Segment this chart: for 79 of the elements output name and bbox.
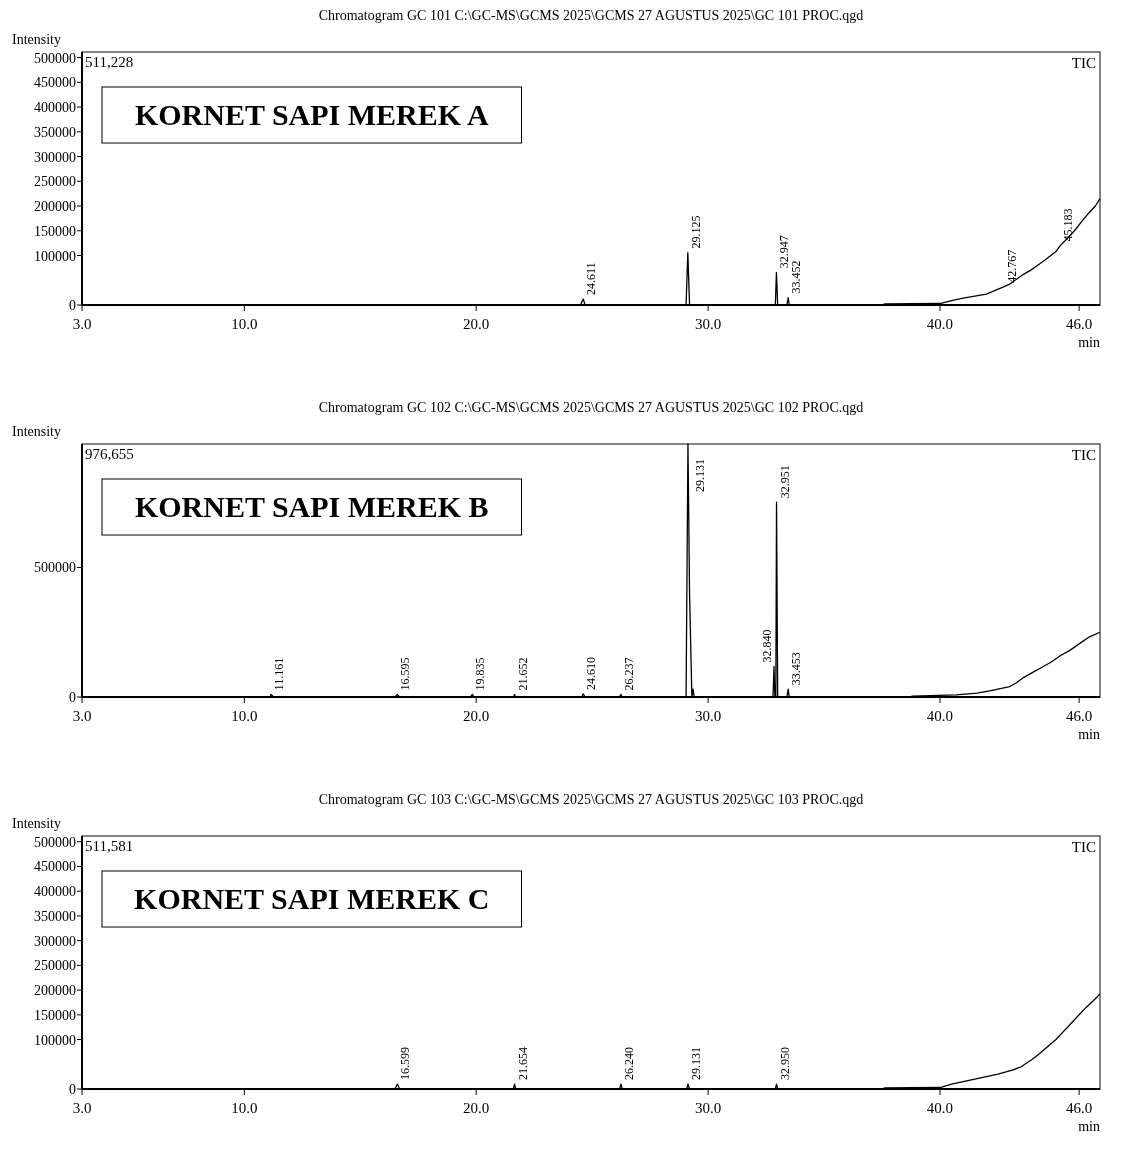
annotation: 511,581: [85, 838, 134, 854]
annotation: 21.654: [515, 1047, 530, 1081]
annotation: 511,228: [85, 54, 134, 70]
y-tick-label: 0: [69, 1082, 76, 1097]
y-tick-label: 250000: [34, 958, 76, 974]
y-tick-label: 0: [69, 690, 76, 705]
y-tick-label: 250000: [34, 174, 76, 190]
x-tick-label: 40.0: [926, 316, 954, 332]
annotation: 21.652: [515, 657, 530, 691]
x-axis-title: min: [1078, 1119, 1100, 1134]
x-axis-title: min: [1078, 335, 1100, 350]
x-tick-label: 46.0: [1066, 1100, 1093, 1116]
x-tick-label: 10.0: [231, 708, 258, 724]
x-tick-label: 46.0: [1066, 708, 1093, 724]
annotation: 42.767: [1005, 249, 1020, 283]
y-tick-label: 350000: [34, 908, 76, 924]
chart-title: Chromatogram GC 101 C:\GC-MS\GCMS 2025\GCMS 27 AGUSTUS 2025\GC 101 PROC.qgd: [318, 8, 864, 23]
annotation: 33.452: [789, 260, 804, 294]
y-tick-label: 100000: [34, 248, 76, 264]
annotation: 33.453: [789, 652, 804, 686]
y-tick-label: 300000: [34, 149, 76, 165]
chart-title: Chromatogram GC 102 C:\GC-MS\GCMS 2025\GCMS 27 AGUSTUS 2025\GC 102 PROC.qgd: [318, 400, 864, 415]
annotation: 976,655: [85, 446, 134, 462]
annotation: 19.835: [473, 657, 488, 691]
y-tick-label: 500000: [34, 560, 76, 576]
annotation: 32.840: [759, 629, 774, 663]
y-tick-label: 450000: [34, 75, 76, 91]
x-tick-label: 3.0: [72, 708, 92, 724]
y-tick-label: 150000: [34, 223, 76, 239]
annotation: 26.240: [621, 1047, 636, 1081]
text: KORNET SAPI MEREK C: [134, 882, 490, 915]
x-tick-label: 46.0: [1066, 316, 1093, 332]
text: TIC: [1071, 839, 1096, 855]
annotation: 32.951: [777, 465, 792, 499]
y-tick-label: 200000: [34, 199, 76, 215]
y-tick-label: 450000: [34, 859, 76, 875]
y-tick-label: 400000: [34, 100, 76, 116]
y-tick-label: 0: [69, 298, 76, 313]
annotation: 16.595: [398, 657, 413, 691]
y-tick-label: 150000: [34, 1007, 76, 1023]
annotation: 24.611: [584, 262, 599, 296]
x-tick-label: 10.0: [231, 316, 258, 332]
x-tick-label: 20.0: [463, 316, 490, 332]
x-tick-label: 30.0: [694, 1100, 722, 1116]
x-tick-label: 30.0: [694, 708, 722, 724]
annotation: 26.237: [621, 657, 636, 691]
annotation: 29.125: [688, 215, 703, 249]
annotation: 45.183: [1061, 208, 1076, 242]
x-tick-label: 3.0: [72, 316, 92, 332]
annotation: 29.131: [688, 1047, 703, 1081]
y-tick-label: 500000: [34, 50, 76, 66]
y-axis-title: Intensity: [12, 32, 61, 47]
annotation: 16.599: [398, 1047, 413, 1081]
annotation: 24.610: [584, 656, 599, 690]
annotation: 32.947: [777, 235, 792, 269]
x-tick-label: 20.0: [463, 1100, 490, 1116]
y-tick-label: 400000: [34, 884, 76, 900]
chart-title: Chromatogram GC 103 C:\GC-MS\GCMS 2025\GCMS 27 AGUSTUS 2025\GC 103 PROC.qgd: [318, 792, 864, 807]
text: KORNET SAPI MEREK A: [134, 98, 489, 131]
x-tick-label: 3.0: [72, 1100, 92, 1116]
text: TIC: [1071, 55, 1096, 71]
annotation: 29.131: [692, 459, 707, 492]
y-tick-label: 200000: [34, 983, 76, 999]
y-tick-label: 500000: [34, 834, 76, 850]
x-tick-label: 30.0: [694, 316, 722, 332]
y-tick-label: 300000: [34, 933, 76, 949]
x-tick-label: 20.0: [463, 708, 490, 724]
x-tick-label: 10.0: [231, 1100, 258, 1116]
text: TIC: [1071, 447, 1096, 463]
y-axis-title: Intensity: [12, 424, 61, 439]
x-tick-label: 40.0: [926, 1100, 954, 1116]
x-axis-title: min: [1078, 727, 1100, 742]
text: KORNET SAPI MEREK B: [134, 490, 489, 523]
y-tick-label: 100000: [34, 1032, 76, 1048]
annotation: 32.950: [777, 1047, 792, 1081]
y-axis-title: Intensity: [12, 816, 61, 831]
annotation: 11.161: [272, 657, 287, 691]
x-tick-label: 40.0: [926, 708, 954, 724]
y-tick-label: 350000: [34, 124, 76, 140]
